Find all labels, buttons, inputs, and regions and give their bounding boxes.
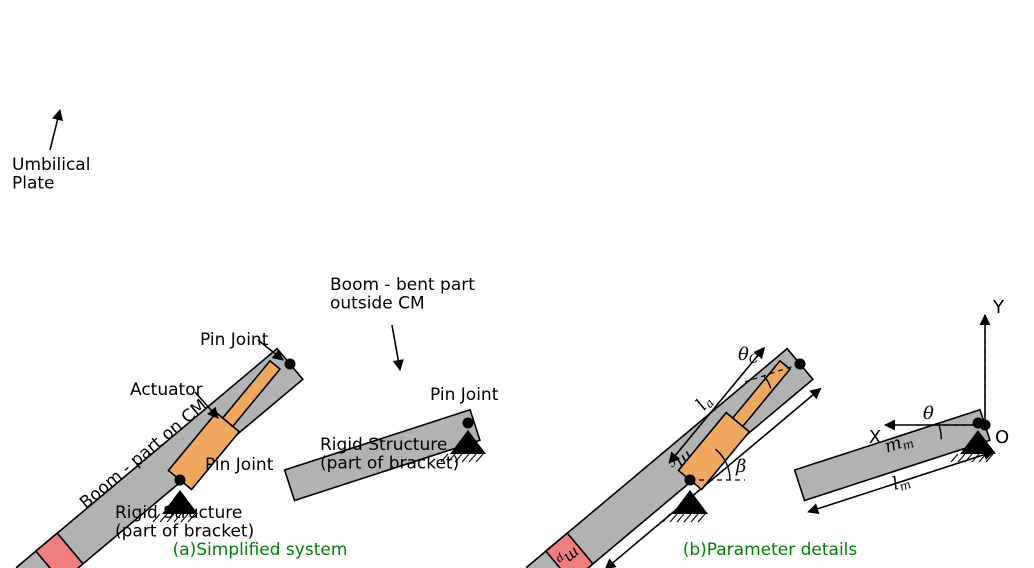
label-X: X bbox=[869, 427, 881, 448]
svg-text:lm: lm bbox=[890, 470, 913, 496]
label-rigid-left: Rigid Structure(part of bracket) bbox=[115, 503, 254, 542]
panel-b: lmmmmplplcmc(b)Parameter detailslaθCθβXY… bbox=[527, 297, 1009, 568]
label-thetaC: θC bbox=[738, 344, 759, 366]
caption-b: (b)Parameter details bbox=[683, 540, 858, 560]
label-lm-g: lm bbox=[890, 470, 913, 496]
label-actuator: Actuator bbox=[130, 380, 203, 400]
label-umbilical-plate: UmbilicalPlate bbox=[12, 155, 90, 194]
pin-2 bbox=[175, 475, 186, 486]
label-pin-joint-left: Pin Joint bbox=[205, 455, 274, 475]
pin-1 bbox=[463, 418, 474, 429]
caption-a: (a)Simplified system bbox=[173, 540, 348, 560]
pin-O bbox=[980, 420, 991, 431]
label-beta: β bbox=[735, 456, 746, 477]
boom-cm: mplplcmc bbox=[527, 349, 836, 568]
label-Y: Y bbox=[992, 297, 1005, 318]
label-O: O bbox=[995, 427, 1009, 448]
diagram-canvas: (a)Simplified system UmbilicalPlate Boom -… bbox=[0, 0, 1034, 568]
panel-a: (a)Simplified system UmbilicalPlate Boom -… bbox=[12, 110, 499, 568]
label-boom-bent: Boom - bent partoutside CM bbox=[330, 275, 475, 314]
label-pin-joint-right: Pin Joint bbox=[430, 385, 499, 405]
label-rigid-right: Rigid Structure(part of bracket) bbox=[320, 435, 459, 474]
pin-0 bbox=[285, 359, 296, 370]
boom-main: lmmm bbox=[793, 406, 997, 523]
arrow-boom-bent bbox=[392, 325, 400, 370]
label-theta: θ bbox=[923, 403, 934, 424]
arrow-plate bbox=[50, 110, 60, 150]
